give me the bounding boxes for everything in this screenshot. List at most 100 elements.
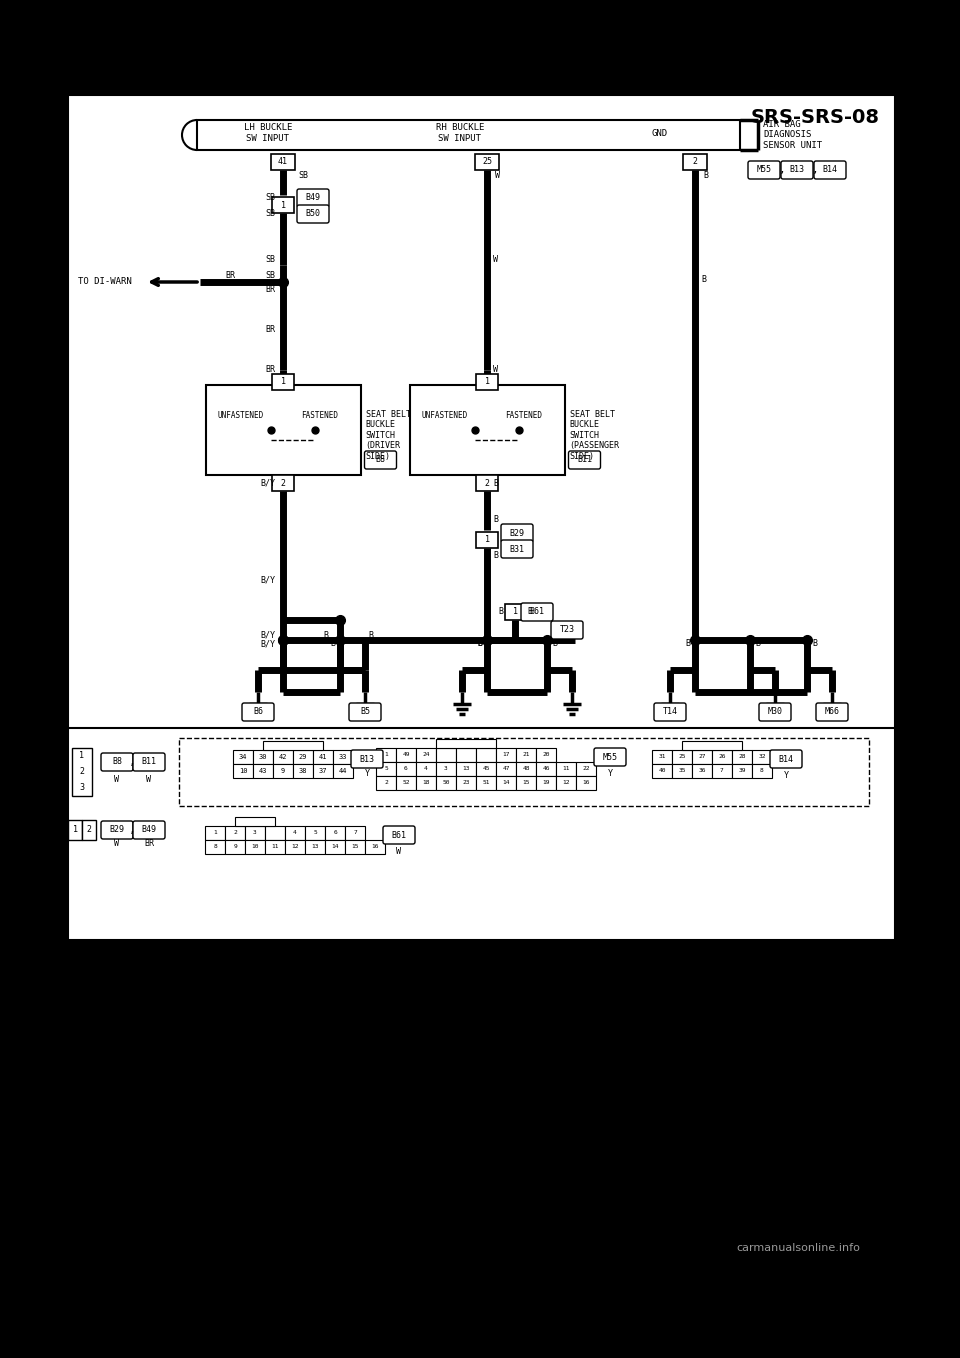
Text: SB: SB bbox=[265, 255, 275, 265]
Text: BR: BR bbox=[265, 285, 275, 295]
Bar bbox=[576, 775, 596, 790]
Text: 3: 3 bbox=[444, 766, 448, 771]
Text: 52: 52 bbox=[402, 781, 410, 785]
Text: T23: T23 bbox=[560, 626, 574, 634]
Text: B: B bbox=[701, 276, 706, 284]
Text: M30: M30 bbox=[767, 708, 782, 717]
Bar bbox=[333, 765, 353, 778]
Bar bbox=[436, 775, 456, 790]
Text: B: B bbox=[552, 640, 557, 649]
Bar bbox=[293, 750, 313, 765]
Text: SB: SB bbox=[265, 209, 275, 219]
Text: M55: M55 bbox=[756, 166, 772, 174]
Text: 27: 27 bbox=[698, 755, 706, 759]
Text: B/Y: B/Y bbox=[260, 630, 275, 640]
Bar bbox=[365, 841, 385, 854]
Bar bbox=[263, 741, 323, 750]
Text: B: B bbox=[498, 607, 503, 617]
Bar bbox=[396, 775, 416, 790]
Text: 5: 5 bbox=[313, 831, 317, 835]
Bar bbox=[732, 765, 752, 778]
Bar bbox=[516, 748, 536, 762]
Bar bbox=[82, 820, 96, 841]
Text: UNFASTENED: UNFASTENED bbox=[421, 410, 468, 420]
Bar bbox=[68, 820, 82, 841]
Text: W: W bbox=[493, 255, 498, 265]
Text: B11: B11 bbox=[577, 455, 592, 464]
Bar bbox=[536, 762, 556, 775]
Text: ,: , bbox=[129, 756, 135, 767]
Bar bbox=[235, 818, 275, 826]
FancyBboxPatch shape bbox=[814, 162, 846, 179]
Bar bbox=[556, 775, 576, 790]
Bar bbox=[179, 737, 869, 807]
Bar bbox=[712, 765, 732, 778]
Text: 14: 14 bbox=[331, 845, 339, 850]
Text: 50: 50 bbox=[443, 781, 449, 785]
Text: 13: 13 bbox=[463, 766, 469, 771]
Text: 39: 39 bbox=[738, 769, 746, 774]
Bar bbox=[265, 841, 285, 854]
Text: SEAT BELT
BUCKLE
SWITCH
(DRIVER
SIDE): SEAT BELT BUCKLE SWITCH (DRIVER SIDE) bbox=[366, 410, 411, 460]
FancyBboxPatch shape bbox=[101, 752, 133, 771]
Text: B: B bbox=[527, 607, 532, 617]
Bar bbox=[416, 775, 436, 790]
Text: RH BUCKLE
SW INPUT: RH BUCKLE SW INPUT bbox=[436, 124, 484, 143]
FancyBboxPatch shape bbox=[781, 162, 813, 179]
Text: 36: 36 bbox=[698, 769, 706, 774]
Bar bbox=[285, 841, 305, 854]
Text: B29: B29 bbox=[109, 826, 125, 835]
Text: 25: 25 bbox=[679, 755, 685, 759]
Text: 40: 40 bbox=[659, 769, 665, 774]
Text: B: B bbox=[368, 630, 373, 640]
Text: 2: 2 bbox=[485, 478, 490, 488]
Text: B: B bbox=[812, 640, 817, 649]
Bar bbox=[313, 765, 333, 778]
Text: B31: B31 bbox=[510, 545, 524, 554]
Text: 1: 1 bbox=[280, 201, 285, 209]
Text: B: B bbox=[685, 640, 690, 649]
FancyBboxPatch shape bbox=[816, 703, 848, 721]
Bar bbox=[68, 95, 895, 940]
Bar bbox=[476, 475, 498, 492]
Text: 29: 29 bbox=[299, 754, 307, 760]
Text: 26: 26 bbox=[718, 755, 726, 759]
Text: 15: 15 bbox=[522, 781, 530, 785]
Text: W: W bbox=[114, 839, 119, 849]
Text: B: B bbox=[323, 630, 328, 640]
FancyBboxPatch shape bbox=[521, 603, 553, 621]
FancyBboxPatch shape bbox=[133, 752, 165, 771]
Text: 1: 1 bbox=[384, 752, 388, 758]
Text: 2: 2 bbox=[233, 831, 237, 835]
Bar bbox=[682, 741, 742, 750]
Text: B/Y: B/Y bbox=[260, 576, 275, 584]
Bar bbox=[652, 765, 672, 778]
Bar bbox=[285, 826, 305, 841]
Text: ,: , bbox=[779, 166, 785, 175]
Bar bbox=[313, 750, 333, 765]
Text: 33: 33 bbox=[339, 754, 348, 760]
Text: FASTENED: FASTENED bbox=[505, 410, 542, 420]
Text: 9: 9 bbox=[281, 769, 285, 774]
Text: carmanualsonline.info: carmanualsonline.info bbox=[736, 1243, 860, 1253]
FancyBboxPatch shape bbox=[365, 451, 396, 469]
Text: 35: 35 bbox=[679, 769, 685, 774]
Bar bbox=[273, 750, 293, 765]
Text: 31: 31 bbox=[659, 755, 665, 759]
Text: 38: 38 bbox=[299, 769, 307, 774]
Text: SB: SB bbox=[265, 272, 275, 281]
Text: 48: 48 bbox=[522, 766, 530, 771]
Text: 41: 41 bbox=[278, 158, 288, 167]
Bar bbox=[556, 762, 576, 775]
Text: 44: 44 bbox=[339, 769, 348, 774]
Text: B13: B13 bbox=[359, 755, 374, 763]
Text: 10: 10 bbox=[252, 845, 259, 850]
Text: B: B bbox=[493, 478, 498, 488]
Text: 34: 34 bbox=[239, 754, 248, 760]
Text: W: W bbox=[147, 775, 152, 785]
Bar bbox=[271, 153, 295, 170]
Bar bbox=[476, 532, 498, 549]
Text: 7: 7 bbox=[720, 769, 724, 774]
Bar bbox=[752, 750, 772, 765]
Bar bbox=[396, 762, 416, 775]
